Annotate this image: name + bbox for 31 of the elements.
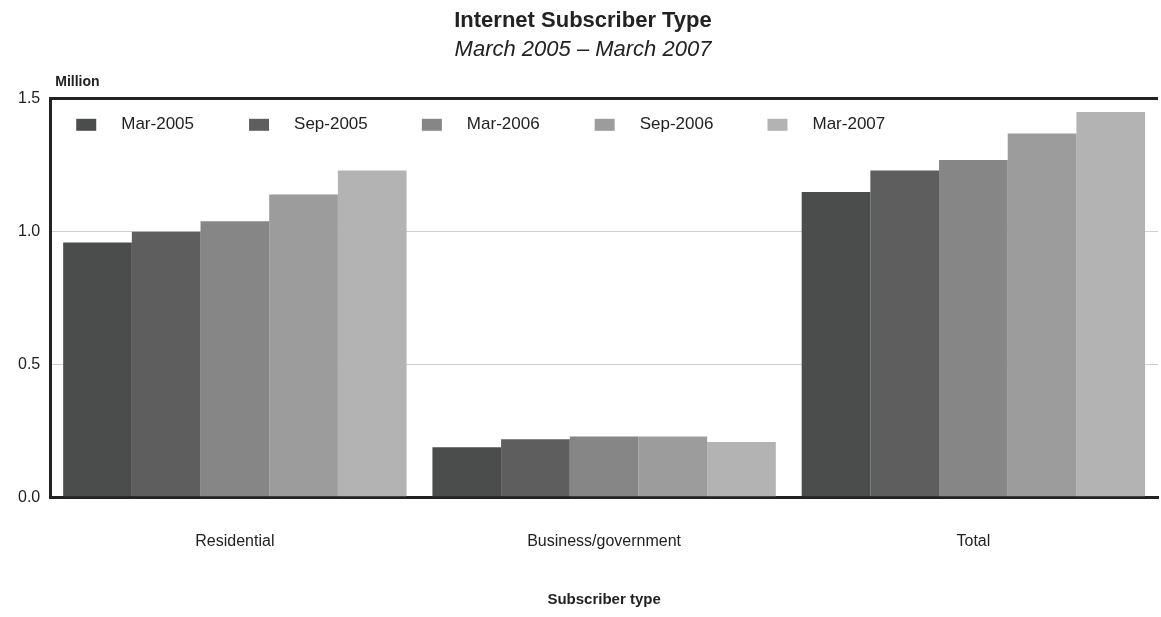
chart-subtitle: March 2005 – March 2007: [454, 35, 713, 61]
bar: [269, 194, 338, 497]
x-tick-label: Business/government: [527, 531, 682, 549]
bar: [569, 436, 639, 497]
y-tick-label: 1.5: [17, 89, 41, 107]
y-tick-label: 0.5: [17, 355, 41, 373]
bar: [131, 231, 201, 497]
legend-label: Mar-2006: [466, 114, 540, 134]
chart-title: Internet Subscriber Type: [454, 7, 712, 33]
x-axis-title: Subscriber type: [547, 590, 661, 608]
bar: [200, 221, 270, 497]
bar: [1076, 112, 1146, 497]
bar: [707, 441, 776, 497]
bar: [939, 159, 1008, 497]
bar: [432, 447, 502, 497]
bar: [638, 436, 708, 497]
legend-label: Mar-2005: [121, 114, 195, 134]
bar: [801, 191, 871, 497]
y-tick-label: 1.0: [17, 222, 41, 240]
x-tick-label: Residential: [195, 531, 275, 549]
bar: [1007, 133, 1077, 497]
y-tick-label: 0.0: [17, 488, 41, 506]
bar: [870, 170, 940, 497]
y-axis-title: Million: [55, 72, 100, 89]
bar: [501, 439, 570, 497]
legend-label: Sep-2005: [294, 114, 368, 134]
bar: [63, 242, 132, 497]
legend-label: Mar-2007: [812, 114, 886, 134]
bar: [337, 170, 407, 497]
x-tick-label: Total: [956, 531, 991, 549]
legend-label: Sep-2006: [639, 114, 714, 134]
